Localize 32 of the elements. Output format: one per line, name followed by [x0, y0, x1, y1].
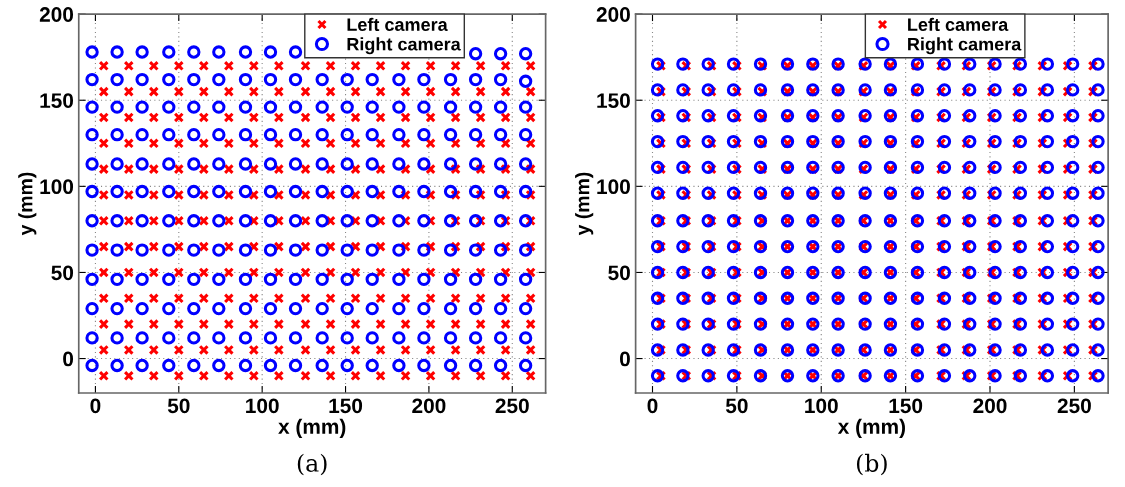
x-tick-label: 150: [329, 398, 363, 414]
y-tick-label: 50: [51, 265, 74, 281]
y-tick-label: 0: [63, 351, 74, 367]
y-axis-title: y (mm): [18, 172, 37, 236]
x-tick-label: 200: [973, 398, 1007, 414]
y-tick-label: 150: [597, 93, 630, 108]
y-tick-label: 0: [620, 351, 630, 367]
legend-label: Right camera: [347, 37, 461, 55]
legend-label: Left camera: [347, 17, 448, 31]
x-tick-label: 0: [647, 398, 658, 414]
y-tick-label: 100: [40, 179, 74, 195]
x-axis-title: x (mm): [278, 418, 346, 439]
x-tick-label: 0: [90, 398, 101, 414]
x-tick-label: 250: [1057, 398, 1091, 414]
y-tick-label: 150: [40, 93, 74, 108]
x-tick-label: 150: [889, 398, 923, 414]
y-tick-label: 200: [39, 7, 74, 22]
y-tick-label: 200: [596, 7, 630, 22]
x-tick-label: 50: [725, 398, 748, 414]
x-tick-label: 200: [412, 398, 446, 414]
text: (b): [856, 453, 887, 476]
legend-label: Right camera: [908, 37, 1022, 55]
y-tick-label: 100: [597, 179, 630, 195]
x-tick-label: 100: [246, 398, 279, 414]
legend-label: Left camera: [908, 17, 1009, 31]
y-axis-title: y (mm): [575, 172, 594, 236]
x-tick-label: 100: [805, 398, 838, 414]
text: (a): [297, 453, 327, 476]
y-tick-label: 50: [608, 265, 630, 281]
x-tick-label: 250: [495, 398, 529, 414]
x-axis-title: x (mm): [837, 418, 905, 439]
x-tick-label: 50: [167, 398, 190, 414]
